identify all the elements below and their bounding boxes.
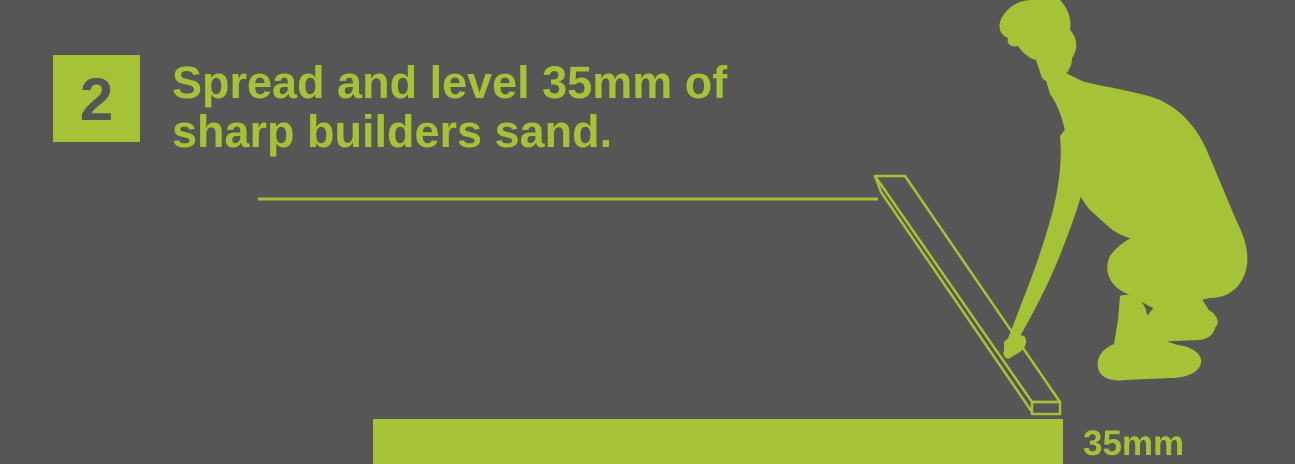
step-number: 2 xyxy=(79,65,114,133)
instruction-line-2: sharp builders sand. xyxy=(172,106,613,157)
step-number-badge: 2 xyxy=(53,55,140,142)
step-instruction: Spread and level 35mm of sharp builders … xyxy=(172,58,872,156)
instruction-line-1: Spread and level 35mm of xyxy=(172,57,728,108)
screed-board-icon xyxy=(873,174,1062,416)
kneeling-person-icon xyxy=(999,0,1248,381)
depth-label: 35mm xyxy=(1083,424,1185,463)
sand-layer-icon xyxy=(373,419,1063,464)
